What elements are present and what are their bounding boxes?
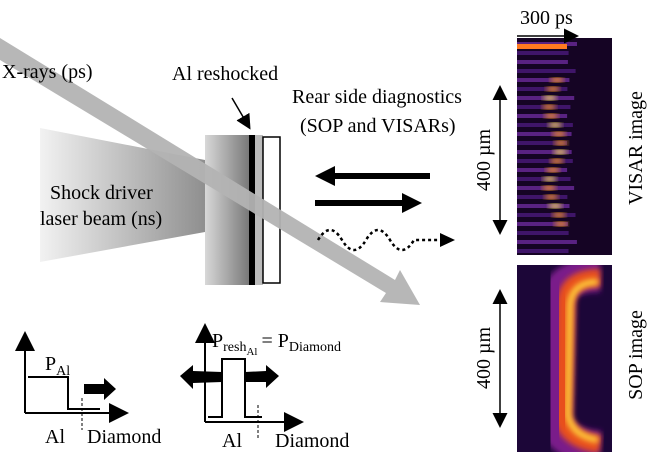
visar-fringe: [543, 96, 557, 101]
visar-fringe: [517, 69, 576, 73]
x-left-label: Al: [222, 430, 242, 452]
visar-fringe: [554, 141, 568, 146]
visar-fringe: [546, 87, 560, 92]
visar-fringe: [548, 123, 562, 128]
rear-label-1: Rear side diagnostics: [292, 86, 462, 108]
visar-fringe: [552, 213, 566, 218]
visar-fringe: [517, 240, 577, 244]
pressure-plot-a: [25, 335, 125, 430]
visar-fringe: [553, 150, 567, 155]
x-right-label: Diamond: [275, 430, 349, 452]
arrow-head: [440, 233, 455, 247]
figure: X-rays (ps) Al reshocked Shock driver la…: [0, 0, 654, 458]
rear-label-2: (SOP and VISARs): [300, 115, 456, 137]
visar-fringe: [542, 186, 556, 191]
al-reshocked-label: Al reshocked: [172, 63, 278, 85]
equals: = P: [261, 330, 288, 352]
visar-fringe: [517, 195, 567, 199]
sop-scale-label: 400 µm: [473, 327, 495, 390]
visar-fringe: [544, 114, 558, 119]
visar-fringe: [517, 51, 569, 55]
pressure-equation: PreshAl = PDiamond: [212, 330, 341, 358]
time-scale-label: 300 ps: [520, 7, 573, 29]
visar-fringe: [554, 222, 568, 227]
sop-image-label: SOP image: [625, 310, 647, 400]
visar-scale-label: 400 µm: [473, 129, 495, 192]
visar-fringe: [517, 60, 568, 64]
driver-label-1: Shock driver: [50, 182, 153, 204]
visar-fringe: [517, 114, 567, 118]
visar-fringe: [544, 195, 558, 200]
x-left-label: Al: [45, 426, 65, 448]
visar-fringe: [550, 78, 564, 83]
driver-label-2: laser beam (ns): [40, 208, 162, 230]
x-right-label: Diamond: [87, 426, 161, 448]
arrow-head: [315, 166, 335, 186]
visar-fringe: [546, 168, 560, 173]
p-sub: Al: [56, 364, 70, 379]
p: P: [212, 330, 223, 352]
visar-fringe: [517, 44, 567, 49]
p-sub: resh: [223, 340, 246, 355]
visar-fringe: [542, 105, 556, 110]
visar-fringe: [552, 132, 566, 137]
arrow-head: [402, 193, 422, 213]
visar-fringe: [517, 249, 569, 253]
visar-fringe: [517, 231, 569, 235]
sop-image: [517, 265, 612, 452]
visar-fringe: [548, 204, 562, 209]
rhs-sub: Diamond: [289, 340, 341, 355]
visar-fringe: [517, 213, 576, 217]
visar-image: [517, 38, 612, 255]
shock-arrow: [180, 365, 222, 389]
visar-fringe: [543, 177, 557, 182]
pointer-arrow: [232, 98, 249, 127]
target-al: [205, 135, 250, 285]
visar-fringe: [550, 159, 564, 164]
p-subsub: Al: [246, 346, 257, 358]
pressure-label: PAl: [45, 353, 70, 379]
visar-image-label: VISAR image: [625, 91, 647, 205]
xray-label: X-rays (ps): [2, 61, 93, 83]
visar-fringe: [517, 159, 573, 163]
shock-arrow: [84, 378, 116, 400]
shock-arrow: [245, 365, 279, 388]
visar-fringe: [517, 123, 573, 127]
p: P: [45, 353, 56, 375]
